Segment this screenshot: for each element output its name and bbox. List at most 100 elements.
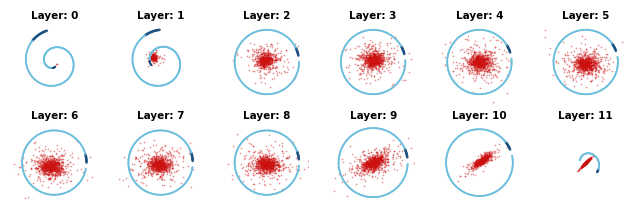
Point [49,166,59,169]
Point [589,68,600,71]
Point [147,163,157,166]
Point [374,158,384,161]
Point [259,66,269,70]
Point [52,161,62,164]
Point [580,161,590,165]
Point [262,160,272,163]
Point [150,54,161,58]
Point [39,166,49,170]
Point [248,145,258,148]
Point [380,161,390,165]
Point [388,160,399,164]
Point [582,159,593,162]
Point [271,163,281,167]
Point [478,158,488,162]
Point [465,60,476,63]
Point [473,57,483,61]
Point [475,162,485,165]
Point [154,167,164,170]
Point [483,63,493,66]
Point [586,58,596,61]
Point [157,164,168,168]
Point [369,63,379,66]
Point [372,53,382,57]
Point [484,61,494,64]
Point [470,58,481,62]
Point [257,159,267,163]
Point [577,61,587,64]
Point [583,159,593,162]
Point [149,56,159,59]
Point [470,62,481,65]
Point [158,170,168,174]
Point [33,166,44,170]
Point [580,161,591,165]
Point [579,72,589,75]
Point [477,159,488,162]
Point [380,170,390,174]
Point [259,61,269,64]
Point [136,180,146,183]
Point [481,73,492,77]
Point [255,150,266,153]
Point [264,167,275,170]
Point [591,47,601,51]
Point [369,61,380,64]
Point [155,160,165,164]
Point [367,59,377,62]
Point [44,167,54,170]
Point [580,161,590,165]
Point [475,160,485,163]
Point [148,57,159,60]
Point [245,163,255,167]
Point [28,153,38,156]
Point [580,60,590,63]
Point [377,62,387,65]
Point [579,162,589,166]
Point [152,162,162,165]
Point [468,50,479,53]
Point [581,161,591,164]
Point [263,161,273,165]
Point [477,156,487,160]
Point [369,56,380,60]
Point [264,58,275,61]
Point [588,153,598,156]
Point [378,171,388,174]
Point [264,56,274,59]
Point [259,161,269,164]
Point [479,157,489,160]
Point [33,164,44,167]
Point [147,159,157,163]
Point [260,57,270,60]
Point [373,67,383,70]
Point [576,73,586,76]
Point [488,67,498,71]
Point [376,154,386,158]
Point [41,161,51,164]
Point [485,57,495,61]
Point [579,52,589,55]
Point [370,159,380,162]
Point [184,151,194,154]
Point [366,150,376,153]
Point [478,53,488,57]
Point [361,156,371,160]
Point [150,163,161,166]
Point [577,68,588,72]
Point [587,61,597,64]
Point [244,55,254,58]
Point [147,166,157,170]
Point [264,172,275,176]
Point [576,165,586,168]
Point [374,62,384,65]
Point [156,160,166,163]
Point [474,65,484,68]
Point [154,166,164,169]
Point [579,163,589,166]
Point [470,60,481,63]
Point [72,139,83,143]
Point [264,168,275,172]
Point [474,162,484,165]
Point [580,161,590,165]
